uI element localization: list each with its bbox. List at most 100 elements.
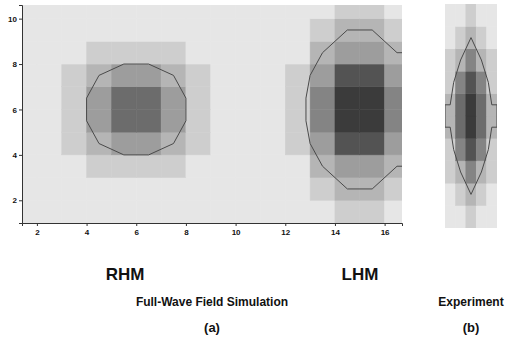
- tick: 6: [13, 106, 22, 115]
- heat-cell: [310, 19, 335, 42]
- tick-mark: [285, 223, 286, 226]
- heat-cell: [111, 41, 136, 64]
- heat-cell: [37, 109, 62, 132]
- tick-mark: [19, 200, 22, 201]
- tick-label: 8: [184, 228, 189, 237]
- heat-cell: [22, 109, 37, 132]
- heat-cell: [186, 64, 211, 87]
- plot-area: [445, 4, 497, 228]
- heat-cell: [385, 5, 402, 19]
- heat-cell: [476, 116, 486, 138]
- contour-line: [445, 38, 497, 195]
- heat-cell: [87, 200, 112, 223]
- heat-cell: [445, 49, 455, 71]
- tick-mark: [335, 223, 336, 226]
- heat-cell: [335, 200, 360, 223]
- mode-label: LHM: [342, 265, 379, 284]
- heat-cell: [455, 116, 465, 138]
- tick-mark: [37, 223, 38, 226]
- heat-cell: [455, 138, 465, 160]
- heat-cell: [260, 19, 285, 42]
- heat-cell: [111, 178, 136, 201]
- heat-cell: [360, 155, 385, 178]
- heat-cell: [87, 5, 112, 19]
- heat-cell: [466, 71, 476, 93]
- tick-label: 14: [331, 228, 340, 237]
- axis-line: [19, 6, 23, 224]
- heat-cell: [62, 178, 87, 201]
- heat-cell: [136, 87, 161, 110]
- tick-mark: [19, 64, 22, 65]
- heat-cell: [385, 87, 402, 110]
- heat-cell: [335, 5, 360, 19]
- panel-letter: (a): [204, 320, 220, 335]
- heat-cell: [62, 132, 87, 155]
- heat-cell: [87, 19, 112, 42]
- heat-cell: [62, 87, 87, 110]
- heat-cell: [236, 155, 261, 178]
- heat-cell: [385, 200, 402, 223]
- y-axis: 246810: [8, 6, 22, 224]
- tick-label: 12: [281, 228, 290, 237]
- tick-label: 6: [13, 106, 18, 115]
- heat-cell: [455, 183, 465, 205]
- heat-cell: [111, 132, 136, 155]
- heat-cell: [62, 19, 87, 42]
- heat-cell: [236, 109, 261, 132]
- heat-cell: [111, 5, 136, 19]
- panel-title: Full-Wave Field Simulation: [136, 295, 288, 309]
- heat-cell: [161, 41, 186, 64]
- heat-cell: [111, 109, 136, 132]
- heat-cell: [236, 132, 261, 155]
- heat-cell: [37, 87, 62, 110]
- tick-label: 16: [381, 228, 390, 237]
- tick-label: 6: [135, 228, 140, 237]
- tick-label: 2: [35, 228, 40, 237]
- heat-cell: [37, 200, 62, 223]
- heat-cell: [87, 109, 112, 132]
- tick: 10: [232, 223, 241, 237]
- plot-area: [22, 5, 402, 223]
- contour-line: [87, 30, 402, 189]
- heat-cell: [335, 64, 360, 87]
- heat-cell: [476, 71, 486, 93]
- heat-cell: [310, 109, 335, 132]
- heat-cell: [335, 132, 360, 155]
- heat-cell: [111, 200, 136, 223]
- heat-cell: [466, 49, 476, 71]
- heat-cell: [360, 132, 385, 155]
- heat-cell: [285, 155, 310, 178]
- tick-mark: [19, 155, 22, 156]
- heat-cell: [136, 155, 161, 178]
- figure: 246810121416246810Full-Wave Field Simula…: [0, 0, 525, 350]
- heat-cell: [260, 41, 285, 64]
- heat-cell: [22, 87, 37, 110]
- heat-cell: [385, 132, 402, 155]
- tick-mark: [19, 19, 22, 20]
- heat-cell: [161, 5, 186, 19]
- heat-cell: [285, 200, 310, 223]
- heat-cell: [455, 4, 465, 26]
- heat-cell: [445, 26, 455, 48]
- heat-cell: [487, 206, 497, 228]
- heat-cell: [37, 178, 62, 201]
- heat-cell: [37, 132, 62, 155]
- heat-cell: [22, 64, 37, 87]
- heat-cell: [466, 94, 476, 116]
- heat-cell: [161, 109, 186, 132]
- heat-cell: [37, 64, 62, 87]
- heat-cell: [236, 19, 261, 42]
- heat-cell: [161, 200, 186, 223]
- heat-cell: [136, 19, 161, 42]
- heat-cell: [466, 4, 476, 26]
- heat-cell: [466, 206, 476, 228]
- heat-cell: [62, 109, 87, 132]
- heat-cell: [186, 87, 211, 110]
- heat-cell: [22, 41, 37, 64]
- heat-cell: [385, 178, 402, 201]
- heat-cell: [211, 87, 236, 110]
- heat-cell: [186, 155, 211, 178]
- heat-cell: [211, 19, 236, 42]
- heat-cell: [211, 132, 236, 155]
- heat-cell: [476, 26, 486, 48]
